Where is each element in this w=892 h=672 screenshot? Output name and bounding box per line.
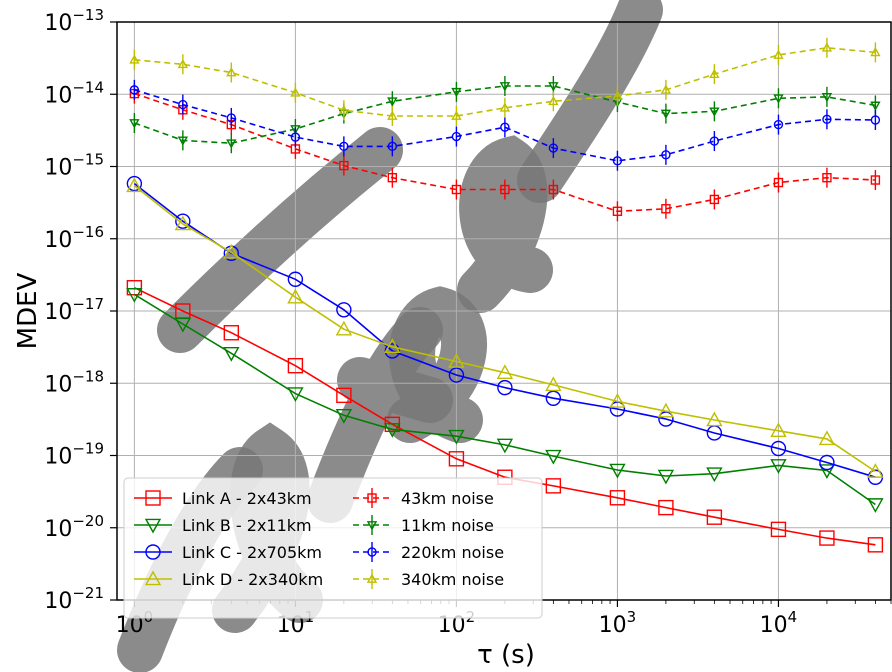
series-1-point-12 [770,459,787,474]
legend-marker-0 [145,490,161,506]
series-0-point-10 [658,499,674,516]
series-line-6 [134,89,876,162]
series-0-point-14 [867,537,884,553]
legend-label-1: Link B - 2x11km [182,516,312,535]
legend-label-5: 11km noise [401,516,494,535]
series-3 [126,177,884,478]
y-tick-label-0: 10−21 [44,584,104,614]
series-1-point-5 [384,423,401,438]
series-1-point-14 [867,498,884,513]
watermark-stroke-4 [457,135,553,313]
series-1-point-4 [335,409,353,424]
series-7 [129,37,881,126]
series-3-point-3 [287,288,304,304]
x-axis-label: τ (s) [477,640,535,670]
watermark-stroke-3 [387,286,487,443]
series-line-7 [134,46,876,117]
series-2-point-13 [819,454,835,471]
series-3-point-1 [174,215,192,231]
series-3-point-7 [496,364,514,379]
series-0-point-6 [448,451,465,467]
series-1-point-8 [545,449,562,465]
y-axis-label: MDEV [13,272,43,349]
series-3-point-6 [448,353,465,368]
legend-label-6: 220km noise [401,543,504,562]
legend-marker-1 [144,518,162,534]
legend-marker-2 [145,544,161,560]
legend-label-3: Link D - 2x340km [182,570,323,589]
series-1-point-1 [174,317,192,333]
series-0-point-11 [706,509,723,525]
legend-label-4: 43km noise [401,489,494,508]
series-3-point-14 [867,463,884,478]
series-0-point-12 [770,521,787,538]
series-3-point-0 [126,177,143,193]
y-tick-label-2: 10−19 [44,440,104,470]
series-line-3 [133,185,876,473]
legend-marker-3 [144,570,162,586]
legend-box [123,477,543,619]
series-line-2 [133,182,876,478]
y-tick-label-3: 10−18 [44,367,104,397]
y-tick-label-7: 10−14 [44,78,104,108]
series-1-point-9 [609,463,626,479]
series-0-point-8 [545,478,562,494]
series-1-point-13 [818,464,836,479]
y-axis-ticks: 10−21 10−20 10−19 10−18 10−17 10−16 10−15 10−14… [44,6,117,614]
series-2 [126,175,884,485]
y-tick-label-8: 10−13 [44,6,104,36]
series-3-point-2 [223,243,240,259]
series-1-point-10 [657,469,675,485]
series-1-point-7 [496,438,514,454]
series-2-point-4 [336,302,352,318]
series-2-point-3 [287,271,304,287]
legend-label-2: Link C - 2x705km [182,543,322,562]
y-tick-label-6: 10−15 [44,151,104,181]
series-3-point-12 [770,422,787,438]
series-3-point-13 [818,430,836,446]
series-0-point-2 [223,325,240,341]
series-line-1 [133,293,876,506]
series-1-point-6 [448,429,465,445]
legend-label-7: 340km noise [401,570,504,589]
series-2-point-1 [175,213,191,229]
legend-label-0: Link A - 2x43km [182,489,312,508]
series-6 [129,79,881,171]
series-1-point-0 [126,288,143,303]
x-tick-label-4: 104 [760,608,798,638]
series-0 [126,280,884,553]
series-2-point-6 [448,367,465,383]
series-3-point-11 [706,411,723,427]
series-layer [126,37,884,553]
series-1-point-3 [287,387,304,402]
series-3-point-8 [545,376,562,392]
legend: Link A - 2x43km Link B - 2x11km Link C - 2… [123,477,543,619]
series-1-point-11 [706,467,723,483]
x-tick-label-3: 103 [599,608,637,638]
series-0-point-3 [287,357,304,374]
series-2-point-7 [497,379,513,396]
series-0-point-13 [819,530,835,546]
y-tick-label-1: 10−20 [44,512,104,542]
y-tick-label-5: 10−16 [44,223,104,253]
series-line-0 [134,286,876,546]
series-2-point-8 [545,390,562,406]
y-tick-label-4: 10−17 [44,295,104,325]
series-2-point-0 [126,175,143,192]
series-3-point-10 [657,402,675,418]
series-3-point-9 [609,393,626,408]
series-3-point-4 [335,320,353,336]
series-0-point-4 [336,387,352,404]
series-3-point-5 [384,338,401,354]
series-1-point-2 [223,346,240,362]
series-2-point-12 [770,440,787,457]
watermark-stroke-5 [517,0,663,203]
series-1 [126,288,884,513]
series-0-point-9 [609,490,626,506]
